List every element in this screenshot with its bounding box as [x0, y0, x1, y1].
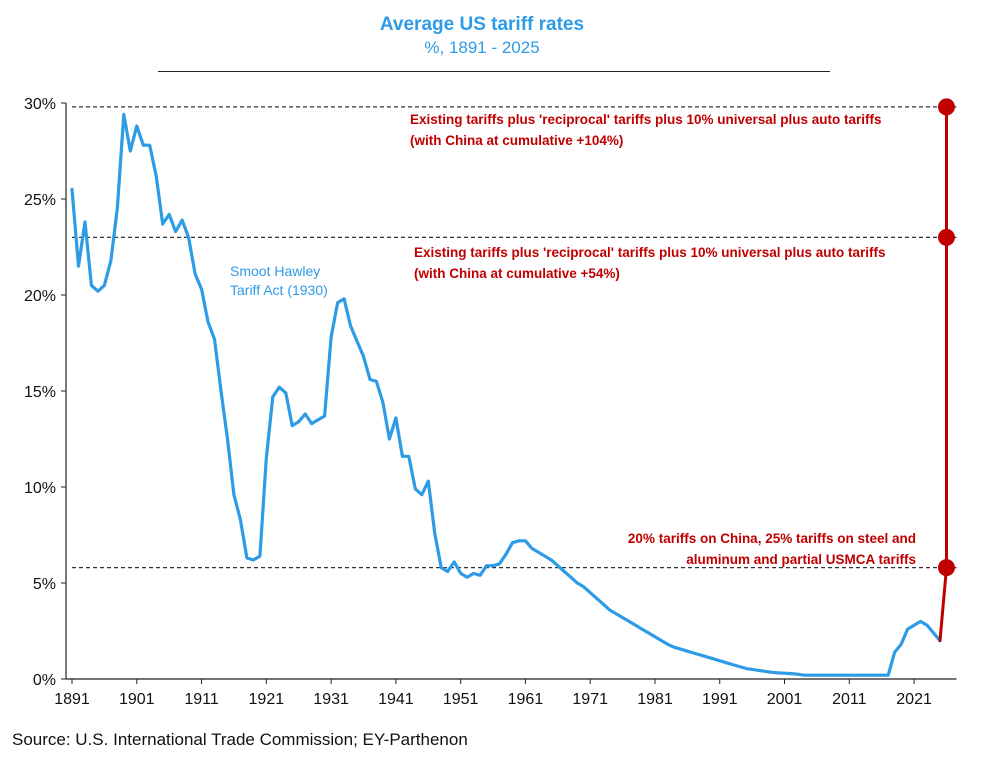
x-tick-label-8: 1971: [572, 691, 608, 708]
x-tick-label-12: 2011: [832, 691, 867, 708]
annotation-top: Existing tariffs plus 'reciprocal' tarif…: [410, 109, 882, 151]
x-tick-label-1: 1901: [119, 691, 155, 708]
y-tick-label-2: 10%: [24, 480, 56, 497]
x-tick-label-2: 1911: [184, 691, 219, 708]
y-tick-label-4: 20%: [24, 288, 56, 305]
scenario-marker-1: [937, 228, 955, 246]
x-tick-label-10: 1991: [702, 691, 738, 708]
annotation-middle: Existing tariffs plus 'reciprocal' tarif…: [414, 242, 886, 284]
x-tick-label-11: 2001: [767, 691, 803, 708]
annotation-low-line1: 20% tariffs on China, 25% tariffs on ste…: [627, 531, 916, 546]
annotation-middle-line1: Existing tariffs plus 'reciprocal' tarif…: [414, 245, 886, 260]
x-tick-label-4: 1931: [313, 691, 349, 708]
annotation-top-line2: (with China at cumulative +104%): [410, 133, 624, 148]
source-note: Source: U.S. International Trade Commiss…: [12, 730, 468, 749]
annotation-low: 20% tariffs on China, 25% tariffs on ste…: [560, 528, 916, 570]
chart-title: Average US tariff rates: [379, 14, 585, 35]
chart-subtitle: %, 1891 - 2025: [424, 38, 540, 57]
scenario-marker-2: [937, 98, 955, 116]
smoot-hawley-line1: Smoot Hawley: [230, 263, 321, 279]
x-tick-label-5: 1941: [378, 691, 414, 708]
y-tick-label-0: 0%: [33, 672, 56, 689]
x-tick-label-3: 1921: [249, 691, 285, 708]
scenario-marker-0: [937, 559, 955, 577]
annotation-low-line2: aluminum and partial USMCA tariffs: [686, 552, 916, 567]
title-underline: [158, 71, 830, 72]
y-tick-label-3: 15%: [24, 384, 56, 401]
x-tick-label-7: 1961: [508, 691, 544, 708]
x-tick-label-6: 1951: [443, 691, 479, 708]
series-line-1: [938, 105, 948, 643]
series-line-0: [70, 112, 942, 677]
smoot-hawley-label: Smoot Hawley Tariff Act (1930): [230, 262, 328, 300]
y-tick-label-6: 30%: [24, 96, 56, 113]
y-tick-label-1: 5%: [33, 576, 56, 593]
y-tick-label-5: 25%: [24, 192, 56, 209]
x-tick-label-0: 1891: [54, 691, 90, 708]
x-tick-label-13: 2021: [896, 691, 932, 708]
smoot-hawley-line2: Tariff Act (1930): [230, 282, 328, 298]
x-tick-label-9: 1981: [637, 691, 673, 708]
annotation-middle-line2: (with China at cumulative +54%): [414, 266, 620, 281]
annotation-top-line1: Existing tariffs plus 'reciprocal' tarif…: [410, 112, 882, 127]
